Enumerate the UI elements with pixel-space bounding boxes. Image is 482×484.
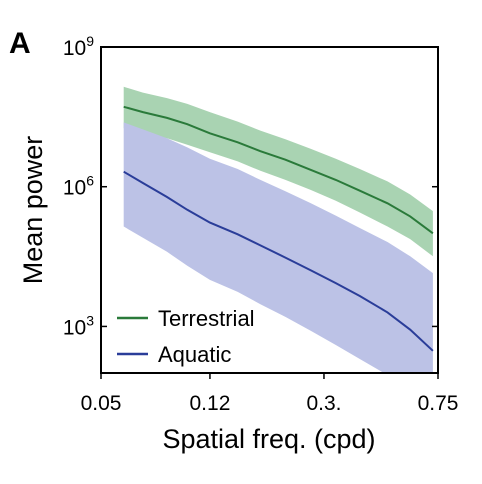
terrestrial-line (123, 105, 434, 235)
aquatic-line (123, 170, 434, 352)
aquatic-legend-label: Aquatic (158, 342, 231, 367)
x-tick-label: 0.12 (190, 392, 231, 415)
y-tick-label: 109 (63, 33, 94, 60)
legend: Terrestrial Aquatic (117, 306, 255, 367)
x-tick-label: 0.3. (306, 392, 341, 415)
x-axis-label: Spatial freq. (cpd) (162, 424, 375, 454)
y-tick-label: 103 (63, 312, 94, 339)
plot-frame (100, 46, 439, 374)
axis-ticks: 0.05 0.12 0.3. 0.75 103 106 109 (63, 33, 459, 415)
x-tick-label: 0.05 (81, 392, 122, 415)
panel-letter: A (9, 27, 31, 60)
y-axis-label: Mean power (18, 136, 48, 285)
terrestrial-legend-label: Terrestrial (158, 306, 255, 331)
x-tick-label: 0.75 (418, 392, 459, 415)
y-tick-label: 106 (63, 173, 94, 200)
aquatic-band (123, 122, 433, 373)
series-lines (123, 105, 434, 352)
